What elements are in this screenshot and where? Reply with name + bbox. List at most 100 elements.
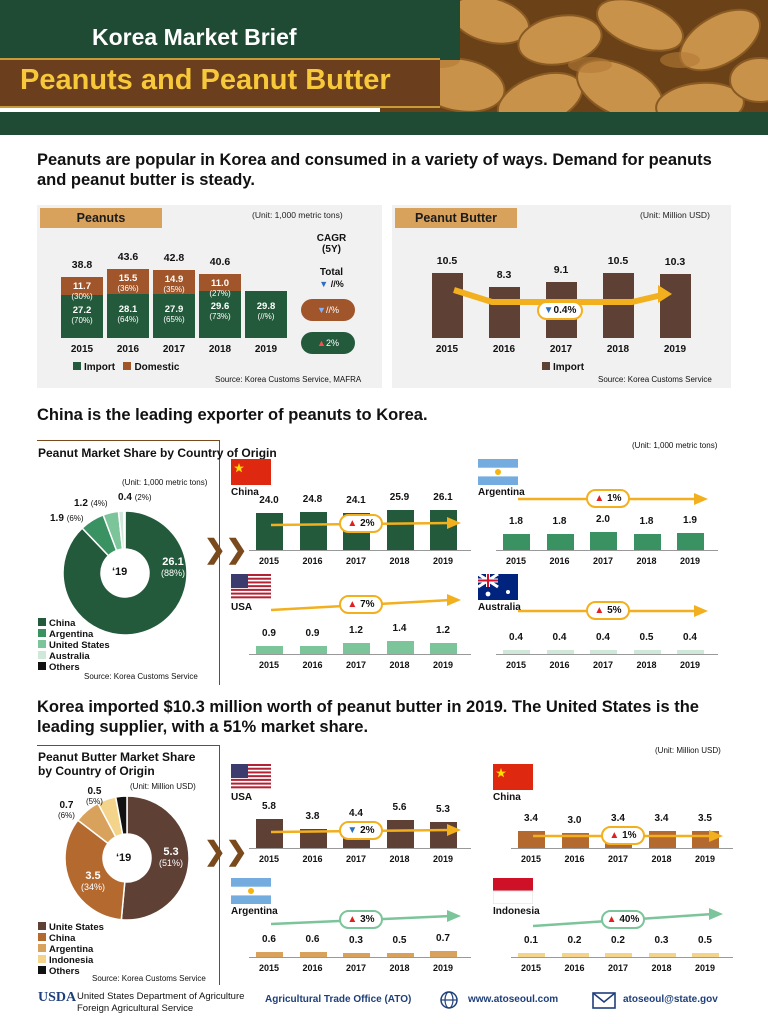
mail-icon (592, 992, 616, 1014)
indonesia-trend-pill: ▲ 40% (601, 910, 645, 929)
year-label: 2017 (607, 963, 629, 973)
peanuts-unit: (Unit: 1,000 metric tons) (252, 210, 343, 220)
argentina-bar (430, 951, 457, 957)
total-label: 40.6 (209, 255, 231, 268)
year-label: 2019 (432, 963, 454, 973)
value-label: 0.5 (639, 631, 654, 643)
usda-logo: USDA (38, 990, 77, 1005)
year-label: 2016 (116, 344, 140, 355)
year-label: 2016 (549, 556, 570, 566)
footer: USDA United States Department of Agricul… (0, 988, 768, 1024)
peanut-donut-year: ‘19 (112, 566, 128, 578)
argentina-bar (256, 952, 283, 957)
ato-link[interactable]: Agricultural Trade Office (ATO) (265, 994, 412, 1005)
legend-item: Others (38, 662, 110, 673)
australia-bar (546, 650, 574, 654)
pb-value-label: 10.5 (607, 254, 629, 267)
email-link[interactable]: atoseoul@state.gov (623, 994, 718, 1005)
value-label: 0.1 (524, 935, 538, 946)
year-label: 2018 (651, 854, 672, 864)
china-flag (493, 764, 533, 790)
usa-trend-pill: ▼ 2% (339, 821, 383, 840)
import-label: 27.9 (65%) (163, 303, 185, 324)
value-label: 0.6 (305, 934, 320, 946)
usda-department: United States Department of Agriculture F… (77, 991, 245, 1014)
total-label: 43.6 (117, 251, 139, 264)
year-label: 2016 (564, 854, 585, 864)
value-label: 1.2 (436, 625, 450, 637)
pb-value-label: 8.3 (496, 268, 512, 281)
donut-slice (120, 795, 190, 921)
value-label: 0.4 (552, 632, 567, 643)
import-bar (61, 295, 103, 338)
domestic-bar (61, 276, 103, 296)
cagr-import-pill: ▲2% (301, 332, 355, 354)
peanut-butter-unit: (Unit: Million USD) (640, 210, 710, 220)
website-link[interactable]: www.atoseoul.com (468, 994, 559, 1005)
argentina-flag (231, 878, 271, 904)
value-label: 2.0 (596, 514, 610, 525)
value-label: 0.2 (567, 935, 582, 946)
year-label: 2016 (302, 963, 323, 973)
argentina-label: Argentina (478, 487, 525, 498)
year-label: 2018 (651, 963, 672, 973)
value-label: 3.5 (698, 812, 712, 824)
value-label: 1.8 (639, 515, 654, 527)
australia-bar (503, 650, 530, 654)
donut-slice (64, 819, 126, 921)
domestic-label: 11.7 (30%) (71, 280, 93, 301)
australia-baseline (496, 654, 718, 655)
usa-trend-pill: ▲ 7% (339, 595, 383, 614)
pb-china-label: 3.5 (34%) (80, 870, 105, 892)
value-label: 1.4 (392, 623, 407, 635)
china-bar (386, 509, 414, 550)
peanut-butter-headline: Korea imported $10.3 million worth of pe… (37, 698, 699, 736)
year-label: 2019 (694, 854, 716, 864)
legend-item: Argentina (38, 944, 104, 955)
value-label: 0.3 (349, 935, 363, 946)
argentina-bar (546, 533, 574, 550)
australia-flag (478, 574, 518, 600)
argentina-baseline (496, 550, 718, 551)
argentina-baseline (249, 957, 471, 958)
china-label: China (231, 487, 259, 498)
value-label: 1.2 (349, 625, 363, 637)
year-label: 2019 (432, 556, 454, 566)
peanut-china-label: 26.1 (88%) (160, 556, 185, 578)
year-label: 2018 (636, 660, 657, 670)
year-label: 2016 (302, 660, 323, 670)
year-label: 2015 (520, 854, 542, 864)
argentina-bar (299, 952, 327, 957)
pb-share-source: Source: Korea Customs Service (92, 974, 206, 983)
year-label: 2019 (663, 344, 687, 355)
china-label: China (493, 792, 521, 803)
peanut-butter-tag: Peanut Butter (395, 208, 517, 228)
pb-indonesia-label: 0.5 (5%) (86, 786, 103, 806)
pb-share-donut (62, 793, 192, 923)
year-label: 2018 (389, 963, 410, 973)
value-label: 0.3 (654, 935, 669, 946)
china-baseline (249, 550, 471, 551)
year-label: 2015 (258, 556, 280, 566)
value-label: 0.7 (436, 933, 450, 945)
year-label: 2016 (302, 854, 323, 864)
cagr-total-label: Total (319, 267, 344, 278)
year-label: 2018 (389, 660, 410, 670)
peanuts-source: Source: Korea Customs Service, MAFRA (215, 375, 362, 384)
year-label: 2016 (302, 556, 323, 566)
indonesia-bar (692, 953, 719, 957)
year-label: 2017 (345, 963, 367, 973)
usa-bar (386, 641, 414, 654)
intro-headline: Peanuts are popular in Korea and consume… (37, 151, 712, 189)
usa-bar (299, 645, 327, 654)
year-label: 2015 (258, 660, 280, 670)
australia-bar (677, 650, 704, 654)
header-brown-band (0, 58, 440, 108)
import-bar (107, 293, 149, 338)
indonesia-flag (493, 878, 533, 904)
pb-country-unit: (Unit: Million USD) (655, 746, 721, 755)
year-label: 2015 (258, 963, 280, 973)
donut-slice (62, 510, 188, 636)
usa-bar (430, 643, 457, 654)
year-label: 2019 (679, 660, 701, 670)
